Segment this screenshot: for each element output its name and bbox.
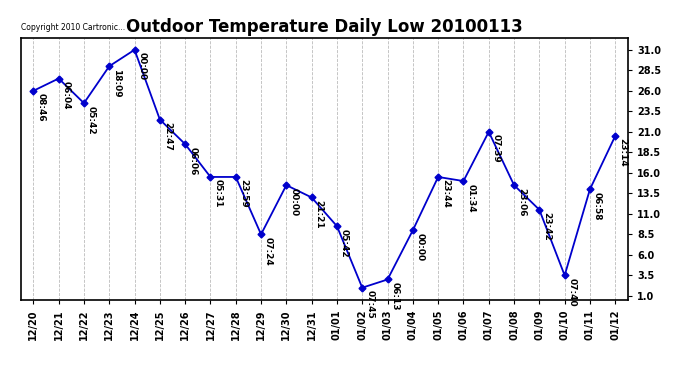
Text: 07:24: 07:24 bbox=[264, 237, 273, 266]
Text: 00:00: 00:00 bbox=[416, 233, 425, 261]
Text: 21:21: 21:21 bbox=[315, 200, 324, 228]
Text: 23:59: 23:59 bbox=[239, 179, 248, 208]
Text: 07:39: 07:39 bbox=[492, 134, 501, 163]
Text: 22:47: 22:47 bbox=[163, 122, 172, 151]
Text: 23:06: 23:06 bbox=[517, 188, 526, 216]
Text: 06:04: 06:04 bbox=[61, 81, 70, 110]
Text: 05:31: 05:31 bbox=[213, 179, 222, 208]
Text: 23:44: 23:44 bbox=[441, 179, 450, 208]
Text: 00:00: 00:00 bbox=[289, 188, 298, 216]
Text: 23:42: 23:42 bbox=[542, 212, 551, 241]
Text: 07:40: 07:40 bbox=[568, 278, 577, 306]
Text: 05:42: 05:42 bbox=[340, 229, 349, 257]
Text: 23:14: 23:14 bbox=[618, 138, 627, 167]
Text: 05:42: 05:42 bbox=[87, 106, 96, 134]
Text: Copyright 2010 Cartronic...: Copyright 2010 Cartronic... bbox=[21, 23, 125, 32]
Text: 06:58: 06:58 bbox=[593, 192, 602, 220]
Text: 08:46: 08:46 bbox=[37, 93, 46, 122]
Title: Outdoor Temperature Daily Low 20100113: Outdoor Temperature Daily Low 20100113 bbox=[126, 18, 523, 36]
Text: 07:45: 07:45 bbox=[365, 290, 374, 319]
Text: 06:13: 06:13 bbox=[391, 282, 400, 310]
Text: 18:09: 18:09 bbox=[112, 69, 121, 97]
Text: 06:06: 06:06 bbox=[188, 147, 197, 175]
Text: 01:34: 01:34 bbox=[466, 183, 475, 212]
Text: 00:00: 00:00 bbox=[137, 52, 146, 80]
